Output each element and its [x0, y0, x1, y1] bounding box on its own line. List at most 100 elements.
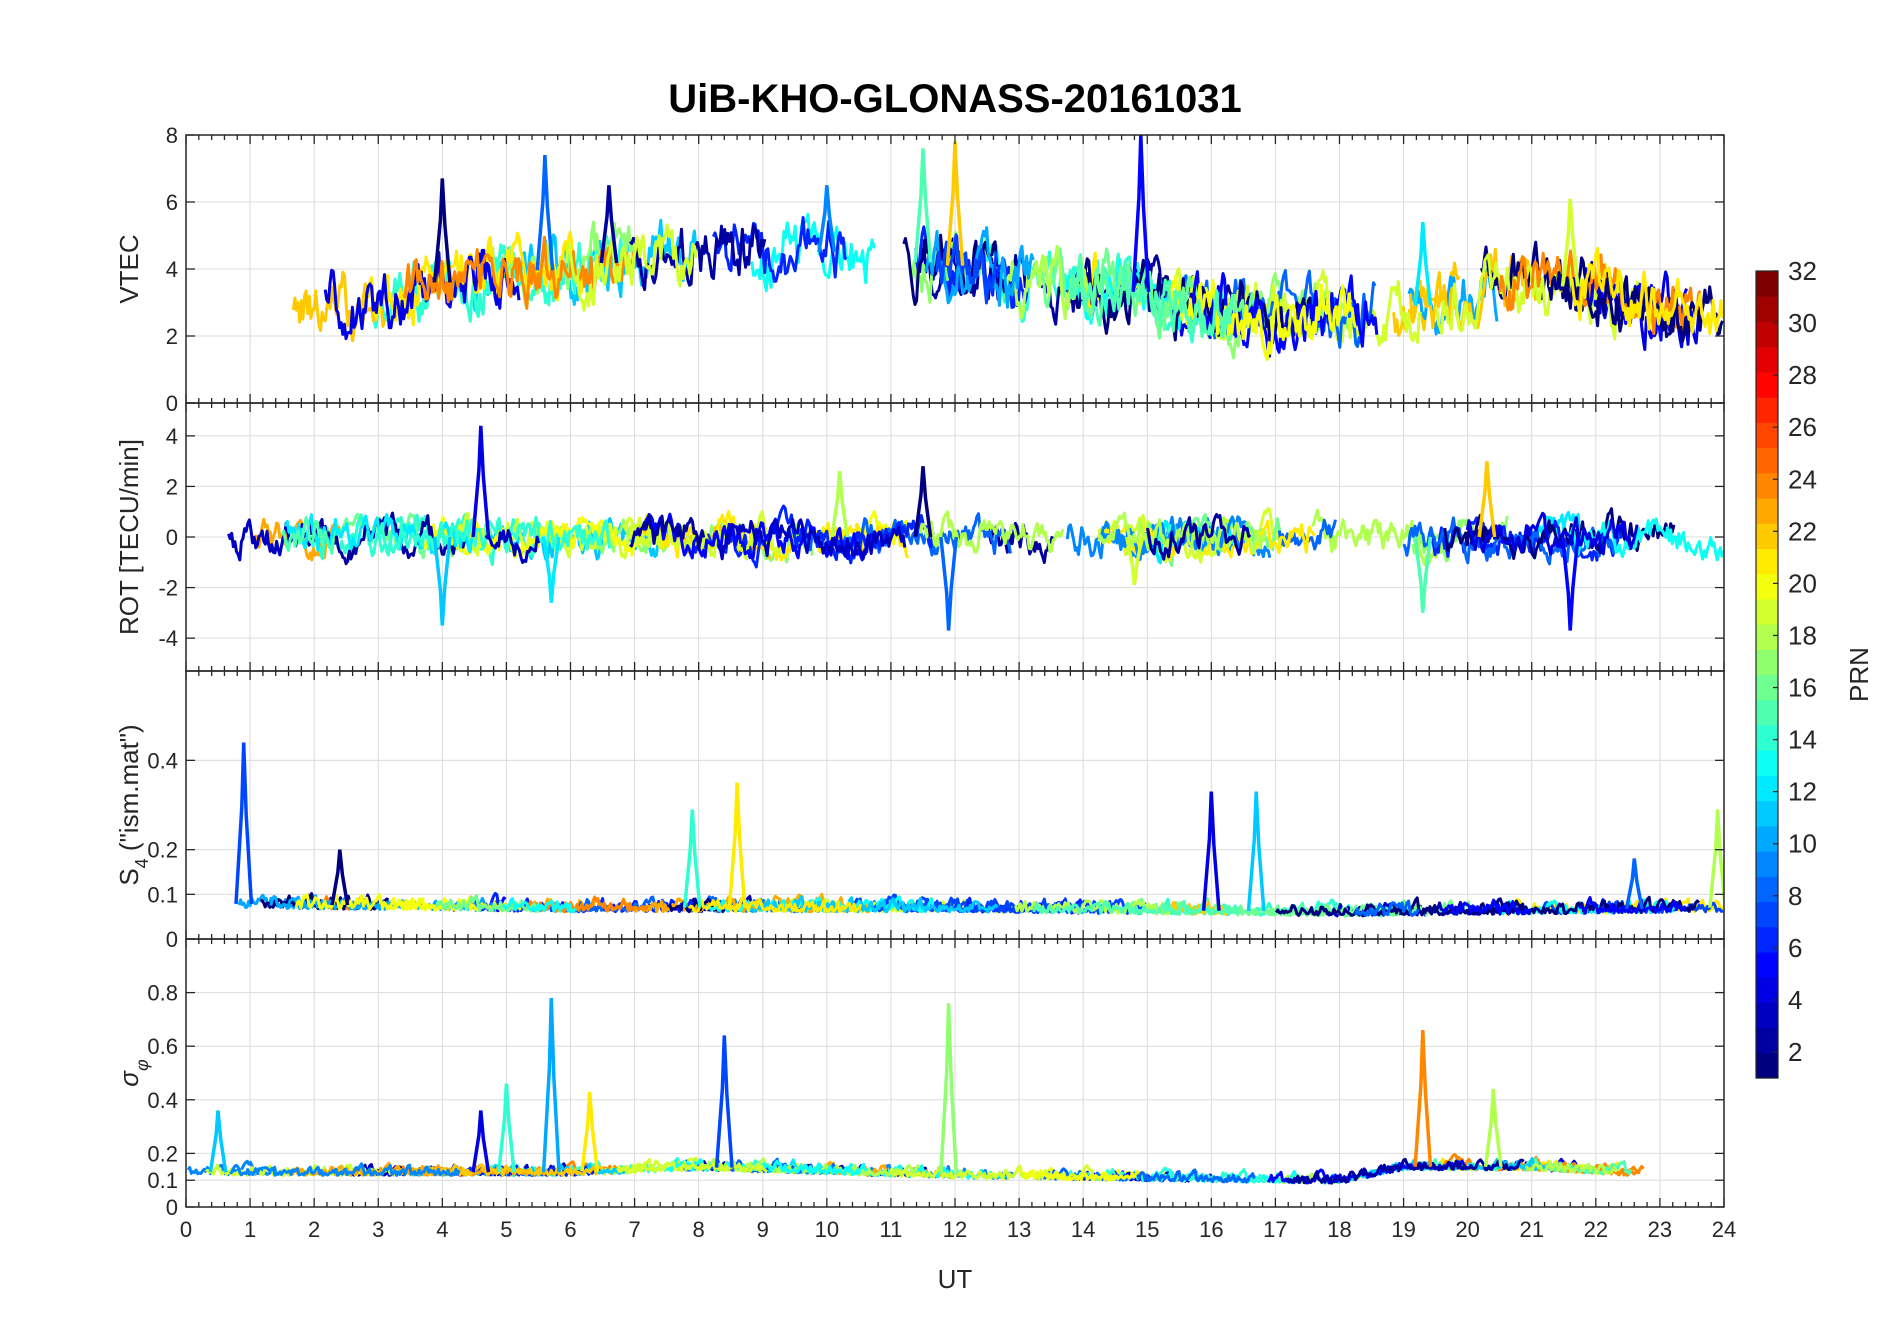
colorbar-segment: [1756, 724, 1778, 751]
x-axis-label: UT: [938, 1264, 973, 1294]
y-tick-label: 0.4: [147, 748, 178, 773]
colorbar-tick-label: 26: [1788, 412, 1817, 442]
spike-series-trace: [1708, 809, 1724, 908]
y-tick-label: 8: [166, 123, 178, 148]
colorbar-label: PRN: [1844, 647, 1874, 702]
y-tick-label: 0: [166, 525, 178, 550]
colorbar-segment: [1756, 598, 1778, 625]
y-tick-label: 2: [166, 324, 178, 349]
spike-series-trace: [1413, 1030, 1433, 1167]
spike-series-trace: [1477, 461, 1497, 538]
colorbar-segment: [1756, 447, 1778, 474]
x-tick-label: 6: [564, 1217, 576, 1242]
spike-series-trace: [234, 742, 254, 905]
colorbar-segment: [1756, 523, 1778, 550]
colorbar-segment: [1756, 876, 1778, 903]
colorbar-segment: [1756, 296, 1778, 323]
colorbar-tick-label: 10: [1788, 829, 1817, 859]
colorbar-segment: [1756, 1052, 1778, 1079]
y-tick-label: -2: [158, 576, 178, 601]
spike-series-trace: [580, 1091, 600, 1172]
y-axis-label-rot: ROT [TECU/min]: [114, 439, 144, 635]
chart-title: UiB-KHO-GLONASS-20161031: [668, 77, 1242, 121]
colorbar-tick-label: 28: [1788, 360, 1817, 390]
prn-series-trace: [1578, 896, 1688, 915]
prn-series-trace: [746, 895, 999, 914]
spike-series-trace: [727, 782, 747, 908]
prn-series-trace: [1354, 899, 1420, 917]
prn-series-trace: [1524, 1160, 1619, 1175]
spike-series-trace: [913, 466, 933, 538]
colorbar-tick-label: 16: [1788, 673, 1817, 703]
prn-series-trace: [527, 895, 649, 914]
x-tick-label: 17: [1263, 1217, 1287, 1242]
y-tick-label: 0.1: [147, 882, 178, 907]
y-tick-label: -4: [158, 626, 178, 651]
spike-series-trace: [471, 1110, 491, 1173]
spike-series-trace: [939, 1003, 959, 1175]
spike-series-trace: [913, 148, 933, 263]
y-tick-label: 0.2: [147, 838, 178, 863]
spike-series-trace: [817, 185, 837, 253]
colorbar-tick-label: 8: [1788, 881, 1802, 911]
spike-series-trace: [330, 849, 350, 906]
colorbar-segment: [1756, 699, 1778, 726]
colorbar-segment: [1756, 775, 1778, 802]
colorbar-segment: [1756, 321, 1778, 348]
x-tick-label: 18: [1327, 1217, 1351, 1242]
spike-series-trace: [1246, 791, 1266, 912]
colorbar-segment: [1756, 548, 1778, 575]
y-axis-label-vtec: VTEC: [114, 234, 144, 303]
x-tick-label: 14: [1071, 1217, 1095, 1242]
series-group-vtec: [291, 135, 1724, 362]
x-tick-label: 8: [693, 1217, 705, 1242]
y-tick-label: 6: [166, 190, 178, 215]
panel-s4: 0 0.1 0.2 0.4S4 ("ism.mat"): [114, 670, 1725, 952]
spike-series-trace: [1124, 536, 1144, 586]
spike-series-trace: [1413, 221, 1433, 306]
spike-series-trace: [496, 1083, 516, 1173]
x-tick-label: 20: [1455, 1217, 1479, 1242]
spike-series-trace: [1560, 536, 1580, 631]
spike-series-trace: [1624, 858, 1644, 910]
prn-series-trace: [1498, 249, 1702, 335]
colorbar-segment: [1756, 497, 1778, 524]
prn-series-trace: [434, 893, 543, 913]
prn-series-trace: [629, 224, 767, 292]
spike-series-trace: [1483, 1088, 1503, 1168]
x-tick-label: 9: [757, 1217, 769, 1242]
colorbar-segment: [1756, 800, 1778, 827]
colorbar-tick-label: 20: [1788, 568, 1817, 598]
series-group-sigma_phi: [186, 997, 1645, 1185]
y-tick-label: 0.8: [147, 981, 178, 1006]
x-tick-label: 2: [308, 1217, 320, 1242]
x-tick-label: 11: [879, 1217, 902, 1242]
prn-series-trace: [1577, 268, 1701, 351]
spike-series-trace: [208, 1110, 228, 1173]
colorbar-segment: [1756, 977, 1778, 1003]
colorbar-segment: [1756, 750, 1778, 776]
colorbar-segment: [1756, 649, 1778, 676]
y-tick-label: 0: [166, 391, 178, 416]
colorbar-segment: [1756, 624, 1778, 650]
y-tick-label: 0.1: [147, 1168, 178, 1193]
colorbar-frame: [1755, 270, 1779, 1079]
series-group-rot: [227, 425, 1724, 631]
colorbar-segment: [1756, 926, 1778, 953]
prn-series-trace: [564, 223, 698, 312]
colorbar-segment: [1756, 397, 1778, 423]
panel-rot: -4 -2 0 2 4 ROT [TECU/min]: [114, 402, 1725, 672]
spike-series-trace: [1560, 198, 1580, 287]
prn-series-trace: [1023, 1169, 1140, 1182]
prn-series-trace: [376, 515, 612, 554]
spike-series-trace: [432, 178, 452, 283]
prn-series-trace: [280, 516, 335, 555]
colorbar-segment: [1756, 371, 1778, 398]
prn-series-trace: [1032, 899, 1242, 916]
prn-series-trace: [1069, 253, 1235, 339]
x-tick-label: 13: [1007, 1217, 1031, 1242]
x-tick-label: 15: [1135, 1217, 1159, 1242]
y-tick-label: 0.6: [147, 1034, 178, 1059]
spike-series-trace: [1201, 791, 1221, 911]
